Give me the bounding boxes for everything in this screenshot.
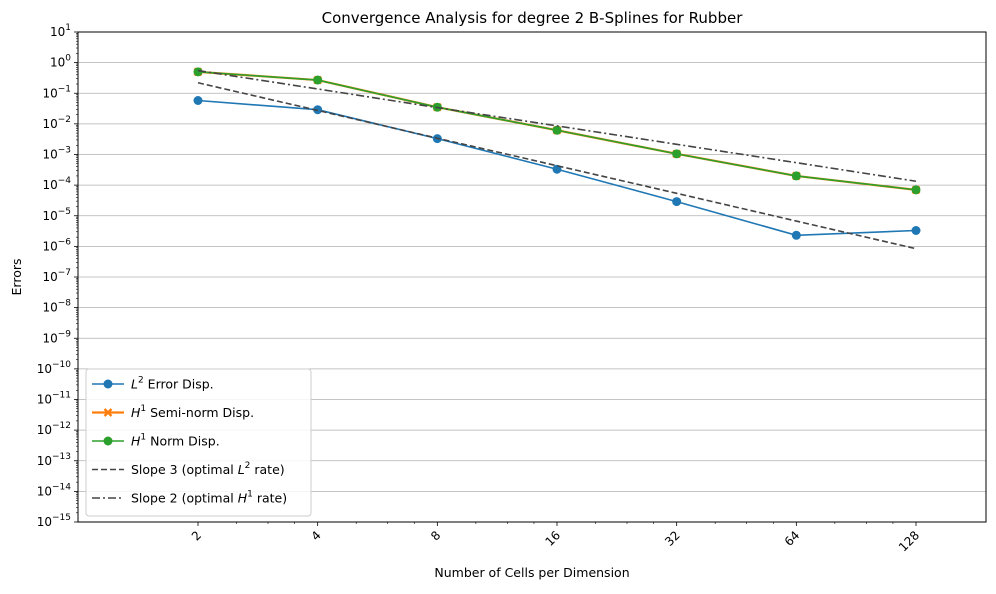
y-axis-label: Errors	[9, 259, 24, 296]
legend-marker-0	[103, 379, 113, 389]
chart-title: Convergence Analysis for degree 2 B-Spli…	[322, 9, 744, 27]
series-line-4	[197, 69, 917, 183]
legend-label-0: L2 Error Disp.	[131, 376, 214, 392]
series-line-3	[197, 81, 917, 250]
grid-layer	[78, 31, 986, 523]
series-point-2	[313, 75, 323, 85]
legend-label-3: Slope 3 (optimal L2 rate)	[131, 461, 285, 477]
series-point-0	[911, 225, 921, 235]
series-point-2	[911, 185, 921, 195]
series-point-0	[791, 230, 801, 240]
legend: L2 Error Disp. H1 Semi-norm Disp. H1 Norm …	[85, 368, 312, 517]
x-axis-label: Number of Cells per Dimension	[434, 565, 629, 580]
legend-label-1: H1 Semi-norm Disp.	[131, 404, 254, 420]
series-point-0	[193, 95, 203, 105]
legend-marker-2	[103, 436, 113, 446]
legend-box	[85, 368, 312, 517]
series-layer	[193, 67, 921, 250]
series-point-2	[672, 149, 682, 159]
tick-layer: 10110010−110−210−310−410−510−610−710−810…	[37, 23, 922, 554]
legend-label-2: H1 Norm Disp.	[131, 433, 220, 449]
legend-label-4: Slope 2 (optimal H1 rate)	[131, 490, 287, 506]
series-point-0	[672, 197, 682, 207]
legend-marker-1	[103, 408, 113, 417]
series-point-2	[193, 67, 203, 77]
series-point-2	[791, 171, 801, 181]
series-point-2	[552, 125, 562, 135]
